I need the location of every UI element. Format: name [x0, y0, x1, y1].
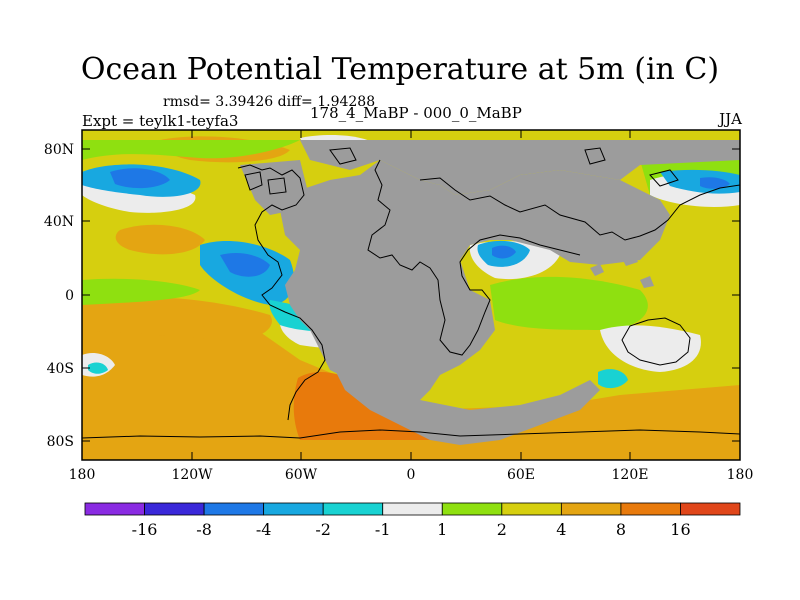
colorbar-label: 2	[497, 520, 507, 539]
lat-tick-label: 40S	[47, 361, 74, 377]
colorbar-label: 4	[556, 520, 566, 539]
difference-label: 178_4_MaBP - 000_0_MaBP	[310, 104, 522, 122]
coastline-antarctica	[82, 429, 740, 439]
lon-tick-label: 180	[727, 467, 754, 483]
season-label: JJA	[719, 110, 742, 128]
colorbar-swatch	[382, 502, 443, 516]
colorbar-swatch	[84, 502, 145, 516]
ne-core	[700, 177, 730, 189]
colorbar-swatch	[203, 502, 265, 516]
latitude-axis: 80N 40N 0 40S 80S	[44, 142, 740, 450]
lon-tick-label: 120E	[612, 467, 649, 483]
north-green	[82, 140, 300, 160]
lon-tick-label: 180	[69, 467, 96, 483]
colorbar-label: 16	[670, 520, 690, 539]
colorbar-label: 8	[616, 520, 626, 539]
lat-tick-label: 80N	[44, 142, 74, 158]
coastline-asia	[419, 177, 740, 241]
longitude-axis: 180 120W 60W 0 60E 120E 180	[69, 130, 754, 483]
east-pacific-warm	[82, 296, 272, 341]
colorbar-label: 1	[437, 520, 447, 539]
lat-tick-label: 40N	[44, 214, 74, 230]
colorbar-swatch	[560, 502, 622, 516]
lon-tick-label: 60W	[285, 467, 318, 483]
pacific-green	[82, 278, 200, 305]
lon-tick-label: 60E	[507, 467, 535, 483]
colorbar-swatch	[322, 502, 384, 516]
land-greenland-arctic	[300, 140, 740, 195]
land-eurasia-africa	[280, 160, 670, 410]
land-small-islands	[565, 240, 654, 288]
southern-warm-band	[82, 325, 740, 460]
coastline-americas	[237, 164, 326, 421]
red-sea-core	[492, 245, 516, 259]
colorbar-swatch	[263, 502, 324, 516]
colorbar-label: -2	[315, 520, 331, 539]
coastline-arctic-islands	[244, 147, 679, 195]
lon-tick-label: 120W	[171, 467, 213, 483]
stats-label: rmsd= 3.39426 diff= 1.94288	[163, 94, 376, 110]
colorbar-swatch	[501, 502, 562, 516]
west-coast-core	[220, 253, 270, 277]
lat-tick-label: 0	[65, 288, 74, 304]
indian-cyan	[598, 369, 628, 389]
australia-white	[600, 325, 701, 372]
colorbar-label: -8	[196, 520, 212, 539]
coastline-australia	[621, 317, 691, 366]
colorbar-swatch	[441, 502, 503, 516]
coastline-europe-africa	[367, 159, 581, 356]
colorbar-label: -1	[375, 520, 391, 539]
land-southern	[330, 360, 600, 445]
experiment-label: Expt = teylk1-teyfa3	[82, 112, 239, 130]
colorbar-swatch	[144, 502, 205, 516]
plot-area	[82, 130, 740, 460]
map-title: Ocean Potential Temperature at 5m (in C)	[80, 52, 720, 87]
north-pacific-warm	[115, 224, 205, 255]
indian-ocean-green	[490, 276, 648, 330]
north-pacific-core	[110, 168, 170, 189]
colorbar-swatch	[620, 502, 681, 516]
sw-cyan	[88, 362, 108, 374]
lat-tick-label: 80S	[47, 434, 74, 450]
colorbar-label: -16	[132, 520, 158, 539]
colorbar-label: -4	[256, 520, 272, 539]
lon-tick-label: 0	[407, 467, 416, 483]
colorbar: -16 -8 -4 -2 -1 1 2 4 8 16	[84, 502, 741, 539]
colorbar-swatch	[680, 502, 741, 516]
